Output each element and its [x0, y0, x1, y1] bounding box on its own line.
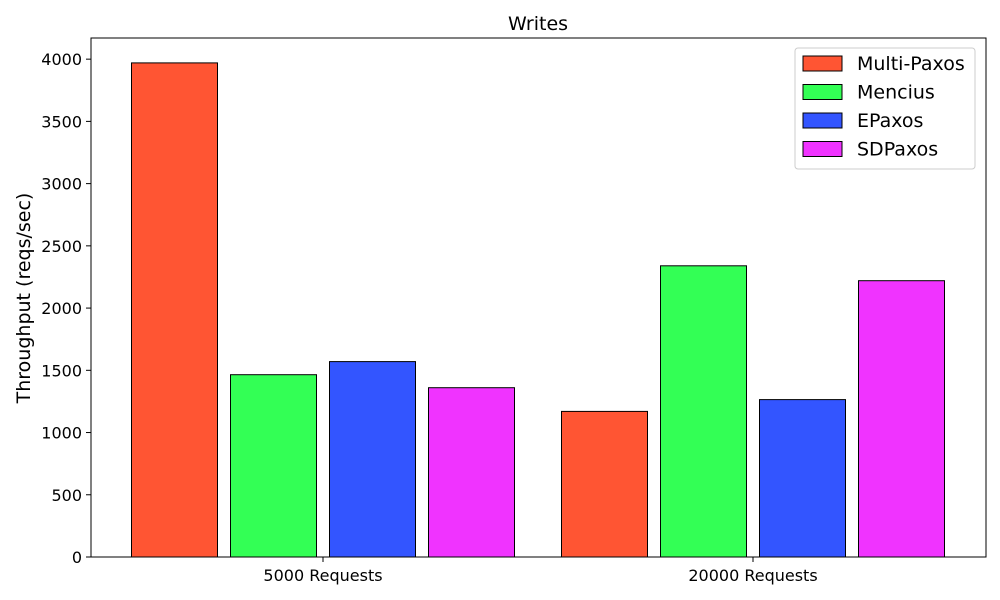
bar-mencius-1 [660, 265, 747, 558]
y-tick-label: 4000 [41, 50, 82, 69]
legend-swatch [802, 112, 843, 129]
bar-epaxos-1 [759, 399, 846, 558]
y-tick-label: 2000 [41, 299, 82, 318]
legend-label: SDPaxos [857, 139, 938, 161]
legend-label: EPaxos [857, 110, 923, 132]
bar-epaxos-0 [329, 361, 416, 558]
bar-mencius-0 [230, 374, 317, 558]
y-tick-label: 2500 [41, 237, 82, 256]
legend-swatch [802, 141, 843, 157]
y-tick-label: 3000 [41, 175, 82, 194]
y-tick-label: 3500 [41, 112, 82, 131]
bar-sdpaxos-1 [858, 280, 945, 558]
legend: Multi-Paxos Mencius EPaxos SDPaxos [794, 47, 976, 170]
y-tick-label: 1000 [41, 424, 82, 443]
x-tick-label: 5000 Requests [263, 566, 382, 585]
legend-swatch [802, 55, 843, 72]
y-tick-label: 0 [72, 548, 82, 567]
bars-group [131, 62, 945, 558]
y-axis-ticks: 0 500 1000 1500 2000 2500 3000 3500 4000 [41, 50, 91, 567]
y-tick-label: 1500 [41, 361, 82, 380]
legend-frame [794, 47, 976, 170]
plot-frame [90, 37, 987, 558]
y-axis-label: Throughput (reqs/sec) [13, 193, 35, 405]
chart-title: Writes [508, 13, 568, 35]
x-axis-ticks: 5000 Requests 20000 Requests [263, 557, 818, 585]
x-tick-label: 20000 Requests [688, 566, 817, 585]
bar-multi-paxos-1 [561, 410, 648, 558]
y-tick-label: 500 [51, 486, 82, 505]
bar-sdpaxos-0 [428, 387, 515, 558]
bar-multi-paxos-0 [131, 62, 218, 558]
legend-label: Multi-Paxos [857, 53, 965, 75]
legend-swatch [802, 84, 843, 100]
legend-label: Mencius [857, 82, 935, 104]
